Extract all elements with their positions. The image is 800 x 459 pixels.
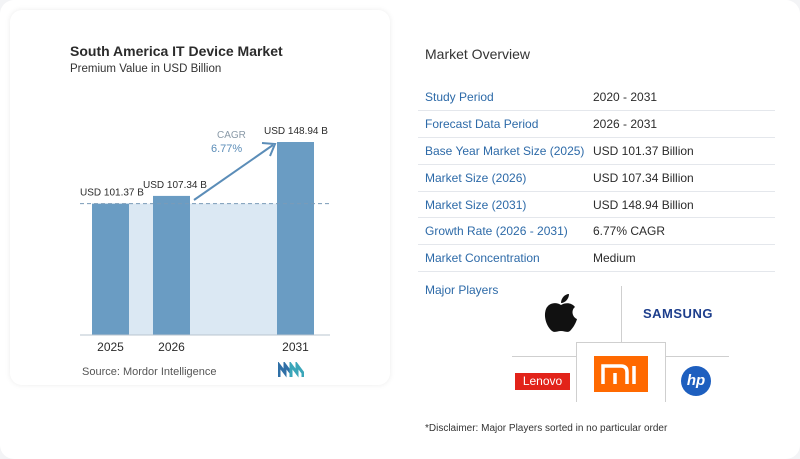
overview-value: 2026 - 2031 <box>588 110 775 139</box>
overview-key: Market Concentration <box>418 244 588 273</box>
overview-value: 2020 - 2031 <box>588 84 775 112</box>
overview-key: Market Size (2026) <box>418 164 588 192</box>
value-label: USD 101.37 B <box>80 188 144 199</box>
grid-divider <box>621 286 622 342</box>
value-label: USD 148.94 B <box>264 126 328 137</box>
overview-title: Market Overview <box>425 46 531 62</box>
bar-2026 <box>153 195 190 335</box>
mordor-intelligence-logo-icon <box>278 362 304 378</box>
overview-key: Forecast Data Period <box>418 110 588 139</box>
overview-key: Study Period <box>418 84 588 112</box>
xiaomi-logo-icon <box>594 356 648 392</box>
overview-row: Market Size (2031) USD 148.94 Billion <box>418 191 775 219</box>
overview-row: Market Size (2026) USD 107.34 Billion <box>418 164 775 192</box>
cagr-arrowhead <box>261 142 277 157</box>
hp-logo-icon: hp <box>681 366 711 396</box>
cagr-arrow <box>193 144 274 201</box>
chart-subtitle: Premium Value in USD Billion <box>70 63 222 75</box>
grid-divider <box>576 342 577 402</box>
cagr-value: 6.77% <box>211 143 242 155</box>
samsung-logo-icon: SAMSUNG <box>643 306 713 321</box>
base-band <box>129 203 153 335</box>
apple-logo-icon <box>544 294 577 332</box>
overview-value: Medium <box>588 244 775 273</box>
overview-key: Base Year Market Size (2025) <box>418 137 588 165</box>
lenovo-logo-icon: Lenovo <box>515 373 570 390</box>
bar-2025 <box>92 203 129 335</box>
grid-divider <box>512 356 576 357</box>
grid-divider <box>576 342 665 343</box>
category-label: 2025 <box>97 340 124 354</box>
grid-divider <box>665 356 729 357</box>
major-players-label: Major Players <box>425 283 499 297</box>
overview-key: Growth Rate (2026 - 2031) <box>418 217 588 246</box>
disclaimer-text: *Disclaimer: Major Players sorted in no … <box>425 423 668 434</box>
bar-2031 <box>277 142 314 335</box>
overview-value: USD 101.37 Billion <box>588 137 775 165</box>
overview-value: 6.77% CAGR <box>588 217 775 246</box>
cagr-label: CAGR <box>217 130 246 141</box>
overview-key: Market Size (2031) <box>418 191 588 219</box>
category-label: 2031 <box>282 340 309 354</box>
chart-title: South America IT Device Market <box>70 43 283 59</box>
source-text: Source: Mordor Intelligence <box>82 366 217 378</box>
overview-row: Base Year Market Size (2025) USD 101.37 B… <box>418 137 775 165</box>
overview-row: Growth Rate (2026 - 2031) 6.77% CAGR <box>418 217 775 246</box>
grid-divider <box>665 342 666 402</box>
overview-value: USD 107.34 Billion <box>588 164 775 192</box>
overview-row: Study Period 2020 - 2031 <box>418 84 775 112</box>
value-label: USD 107.34 B <box>143 180 207 191</box>
overview-table: Study Period 2020 - 2031 Forecast Data Per… <box>418 84 775 273</box>
base-band <box>190 203 277 335</box>
overview-value: USD 148.94 Billion <box>588 191 775 219</box>
overview-row: Forecast Data Period 2026 - 2031 <box>418 110 775 139</box>
category-label: 2026 <box>158 340 185 354</box>
overview-row: Market Concentration Medium <box>418 244 775 273</box>
